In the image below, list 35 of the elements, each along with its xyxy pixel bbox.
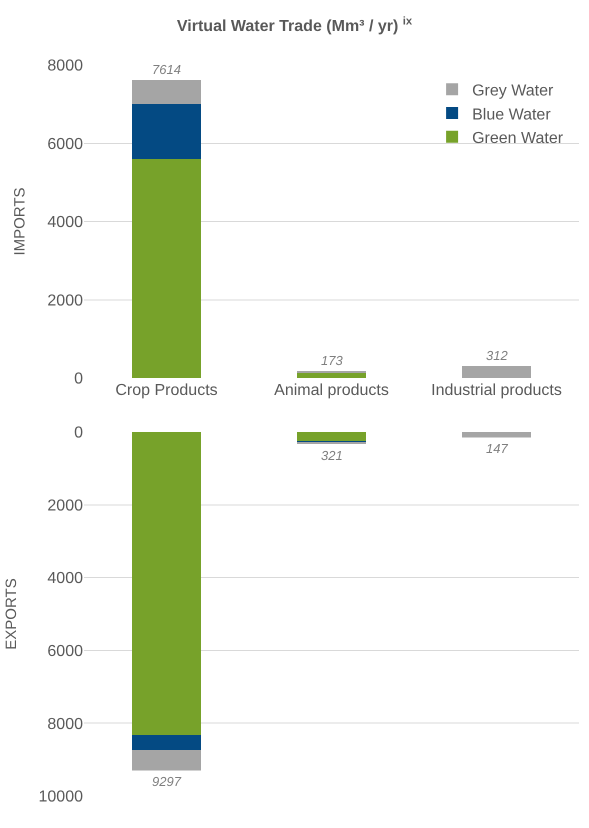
y-tick-label: 2000 <box>47 497 84 514</box>
y-axis-title: EXPORTS <box>2 578 20 650</box>
total-label: 312 <box>486 348 508 363</box>
bar <box>296 372 366 378</box>
y-tick-label: 8000 <box>47 58 84 75</box>
legend-label: Blue Water <box>472 106 552 124</box>
y-tick-label: 0 <box>74 370 84 388</box>
y-tick-label: 8000 <box>47 716 84 733</box>
bar <box>132 750 202 770</box>
bar <box>132 735 202 750</box>
y-tick-label: 0 <box>74 424 84 442</box>
y-tick-label: 4000 <box>47 570 84 588</box>
total-label: 147 <box>486 441 508 456</box>
chart-title: Virtual Water Trade (Mm³ / yr) $^{ix}$ <box>176 15 413 36</box>
total-label: 321 <box>321 448 343 463</box>
total-label: 173 <box>321 353 344 368</box>
bar <box>462 366 532 378</box>
bar <box>132 104 202 159</box>
y-tick-label: 6000 <box>47 136 84 153</box>
x-tick-label: Crop Products <box>115 382 218 399</box>
bar <box>462 432 532 438</box>
y-tick-label: 4000 <box>47 214 84 232</box>
x-tick-label: Industrial products <box>431 382 562 399</box>
total-label: 7614 <box>152 62 181 77</box>
legend-label: Green Water <box>472 130 564 148</box>
y-tick-label: 2000 <box>47 292 84 310</box>
bar <box>132 432 202 736</box>
bar <box>132 80 202 104</box>
y-tick-label: 6000 <box>47 643 84 660</box>
bar <box>132 158 202 378</box>
total-label: 9297 <box>152 774 182 789</box>
y-tick-label: 10000 <box>38 788 84 806</box>
y-axis-title: IMPORTS <box>12 187 29 256</box>
legend-label: Grey Water <box>472 82 554 100</box>
x-tick-label: Animal products <box>274 382 389 399</box>
